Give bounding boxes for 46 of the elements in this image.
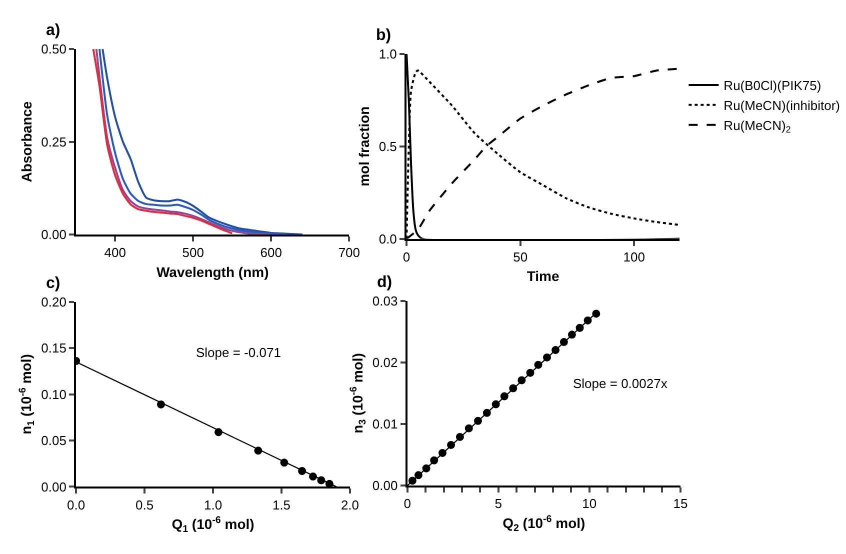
x-tick-label: 0 xyxy=(402,249,410,264)
y-tick-label: 1.0 xyxy=(378,46,397,62)
x-tick-label: 1.0 xyxy=(204,497,222,512)
y-tick-label: 0.01 xyxy=(372,416,398,432)
x-tick-label: 100 xyxy=(623,249,645,264)
x-tick-label: 5 xyxy=(494,496,502,512)
y-tick-label: 0.00 xyxy=(372,478,398,494)
y-tick-label: 0.20 xyxy=(41,294,66,310)
x-tick-label: 500 xyxy=(182,245,204,260)
chart-title: b) xyxy=(376,27,392,44)
legend-label: Ru(MeCN)$_{2}$ xyxy=(724,118,791,135)
legend-label: Ru(MeCN)(inhibitor) xyxy=(724,98,840,113)
x-tick-label: 700 xyxy=(338,245,360,260)
x-tick-label: 0.5 xyxy=(136,497,154,512)
y-tick-label: 0.00 xyxy=(41,227,66,242)
y-tick-label: 0.5 xyxy=(378,138,397,154)
y-tick-label: 0.02 xyxy=(372,354,398,370)
y-tick-label: 0.00 xyxy=(41,479,66,494)
x-tick-label: 0.0 xyxy=(67,497,86,512)
legend-label: Ru(B0Cl)(PIK75) xyxy=(724,78,822,94)
x-axis-title: Q$_{1}$ (10$^{-6}$ mol) xyxy=(172,515,254,536)
x-tick-label: 600 xyxy=(260,245,282,260)
y-tick-label: 0.15 xyxy=(41,340,66,356)
annotation: Slope = -0.071 xyxy=(196,345,281,360)
y-tick-label: 0.25 xyxy=(41,134,66,150)
y-tick-label: 0.05 xyxy=(41,433,66,448)
chart-title: a) xyxy=(46,22,60,39)
x-tick-label: 15 xyxy=(673,496,688,512)
x-axis-title: Q$_{2}$ (10$^{-6}$ mol) xyxy=(502,514,586,534)
x-tick-label: 1.5 xyxy=(272,497,291,512)
x-tick-label: 50 xyxy=(513,249,528,264)
x-axis-title: Time xyxy=(526,268,560,284)
y-tick-label: 0.03 xyxy=(372,293,398,308)
x-tick-label: 10 xyxy=(582,496,597,512)
x-tick-label: 0 xyxy=(404,496,411,512)
y-tick-label: 0.50 xyxy=(41,42,66,57)
annotation: Slope = 0.0027x xyxy=(573,376,668,391)
y-tick-label: 0.10 xyxy=(41,386,66,402)
chart-title: c) xyxy=(46,275,60,292)
y-axis-title: Absorbance xyxy=(18,101,34,182)
x-tick-label: 2.0 xyxy=(340,497,360,512)
x-axis-title: Wavelength (nm) xyxy=(156,264,269,280)
y-axis-title: mol fraction xyxy=(356,106,372,186)
x-tick-label: 400 xyxy=(104,245,126,260)
y-tick-label: 0.0 xyxy=(378,231,397,246)
chart-title: d) xyxy=(377,274,392,291)
